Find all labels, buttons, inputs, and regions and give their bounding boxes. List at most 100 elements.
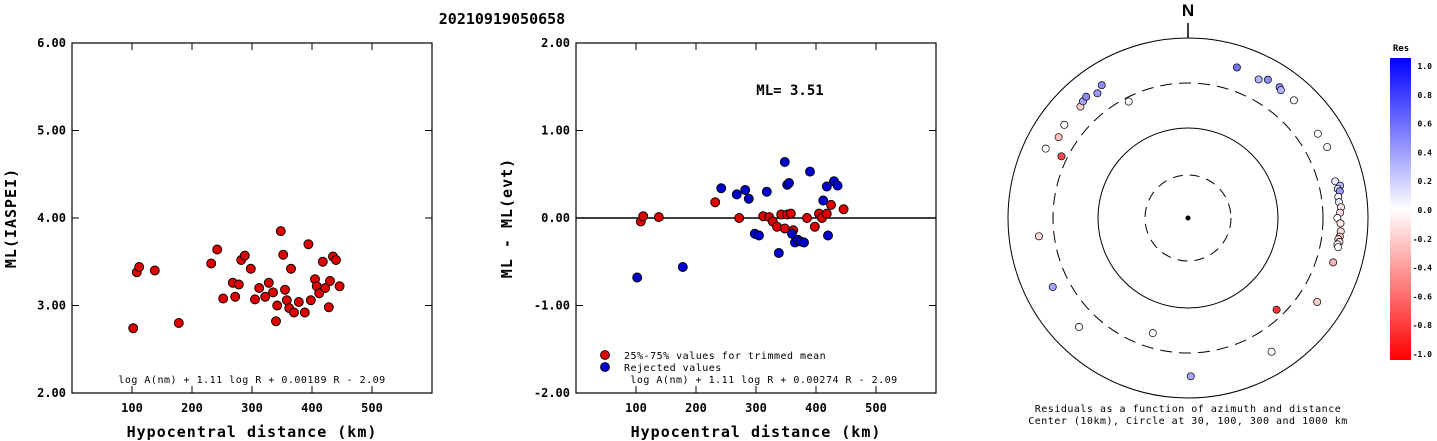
station-point xyxy=(1329,258,1338,267)
x-tick-label: 500 xyxy=(865,401,887,415)
data-point xyxy=(821,181,832,192)
y-tick-label: 3.00 xyxy=(37,299,66,313)
station-point xyxy=(1254,75,1263,84)
station-point xyxy=(1054,133,1063,142)
data-point xyxy=(787,228,797,239)
station-point xyxy=(1124,97,1133,106)
formula-1: log A(nm) + 1.11 log R + 0.00189 R - 2.0… xyxy=(118,375,385,386)
data-point xyxy=(334,281,345,292)
data-point xyxy=(218,293,229,304)
station-point xyxy=(1035,232,1043,241)
colorbar-tick-label: -0.6 xyxy=(1413,292,1432,301)
x-tick-label: 500 xyxy=(361,401,383,415)
data-point xyxy=(638,211,649,222)
ml-annotation: ML= 3.51 xyxy=(756,83,823,99)
data-point xyxy=(823,230,833,241)
data-point xyxy=(299,307,310,318)
y-tick-label: -1.00 xyxy=(534,299,570,313)
north-label: N xyxy=(1182,1,1194,20)
y-tick-label: 5.00 xyxy=(37,124,66,138)
data-point xyxy=(233,279,244,290)
station-point xyxy=(1057,152,1066,161)
data-point xyxy=(230,291,241,302)
data-point xyxy=(317,256,328,267)
data-point xyxy=(773,248,784,258)
y-tick-label: 2.00 xyxy=(37,386,66,400)
plot-frame-1 xyxy=(71,42,433,394)
panel-magnitude-vs-distance: 2.00 3.00 4.00 5.00 6.00 100 200 300 400 500 log… xyxy=(2,36,433,441)
y-tick-label: 4.00 xyxy=(37,211,66,225)
station-point xyxy=(1334,243,1343,252)
data-point xyxy=(275,226,286,237)
colorbar-tick-label: 0.2 xyxy=(1418,177,1433,186)
ring-1000km xyxy=(1007,37,1369,399)
panel-polar-residuals: N Residuals as a function of azimuth and… xyxy=(1007,1,1369,427)
legend-label-blue: Rejected values xyxy=(624,363,722,374)
station-point xyxy=(1313,129,1322,138)
x-tick-label: 300 xyxy=(745,401,767,415)
x-axis-label-2: Hypocentral distance (km) xyxy=(631,423,882,441)
station-point xyxy=(1041,144,1050,153)
data-point xyxy=(331,255,341,265)
data-point xyxy=(254,283,265,293)
colorbar-tick-label: 0.0 xyxy=(1418,206,1433,215)
data-point xyxy=(305,295,316,306)
station-points xyxy=(1035,63,1345,381)
y-axis-label-2: ML - ML(evt) xyxy=(498,158,516,278)
station-point xyxy=(1075,323,1083,331)
data-point xyxy=(779,157,790,167)
x-tick-label: 100 xyxy=(121,401,143,415)
caption-line2: Center (10km), Circle at 30, 100, 300 an… xyxy=(1028,416,1348,427)
y-tick-label: -2.00 xyxy=(534,386,570,400)
data-point xyxy=(268,287,278,298)
ring-100km xyxy=(1097,127,1279,309)
x-axis-ticks-2: 100 200 300 400 500 xyxy=(625,43,887,415)
x-tick-label: 400 xyxy=(301,401,323,415)
data-point xyxy=(260,291,271,302)
legend: 25%-75% values for trimmed mean Rejected… xyxy=(600,350,826,374)
colorbar-tick-label: 0.4 xyxy=(1418,148,1433,157)
colorbar-tick-label: 1.0 xyxy=(1418,62,1433,71)
station-point xyxy=(1272,305,1281,314)
station-point xyxy=(1323,143,1332,152)
data-point xyxy=(805,166,815,177)
data-point xyxy=(802,213,812,223)
data-point xyxy=(710,197,721,208)
station-point xyxy=(1289,96,1298,105)
data-point xyxy=(716,183,727,194)
data-point xyxy=(173,318,184,328)
y-tick-label: 1.00 xyxy=(541,124,570,138)
y-tick-label: 0.00 xyxy=(541,211,570,225)
data-point xyxy=(280,284,290,295)
data-point xyxy=(303,239,314,250)
station-point xyxy=(1267,347,1276,356)
data-point xyxy=(134,262,145,272)
points-1 xyxy=(128,226,345,334)
data-point xyxy=(278,249,289,260)
y-axis-ticks-1: 2.00 3.00 4.00 5.00 6.00 xyxy=(37,36,432,400)
caption-line1: Residuals as a function of azimuth and d… xyxy=(1035,404,1341,415)
data-point xyxy=(821,208,832,219)
data-point xyxy=(293,297,304,307)
ring-300km xyxy=(1052,82,1324,354)
panel-residual-vs-distance: -2.00 -1.00 0.00 1.00 2.00 100 200 300 400 500 M… xyxy=(498,36,937,441)
formula-2: log A(nm) + 1.11 log R + 0.00274 R - 2.0… xyxy=(630,375,897,386)
station-point xyxy=(1263,75,1272,84)
data-point xyxy=(128,323,139,334)
colorbar-gradient xyxy=(1390,58,1411,360)
data-point xyxy=(838,204,849,215)
points-2 xyxy=(632,157,849,283)
event-title: 20210919050658 xyxy=(439,10,565,28)
data-point xyxy=(743,193,754,204)
colorbar-tick-label: 0.6 xyxy=(1418,120,1433,129)
y-axis-label-1: ML(IASPEI) xyxy=(2,168,20,268)
legend-marker-red xyxy=(600,350,610,360)
station-point xyxy=(1232,63,1241,72)
data-point xyxy=(212,244,223,255)
legend-label-red: 25%-75% values for trimmed mean xyxy=(624,351,826,362)
x-tick-label: 200 xyxy=(181,401,203,415)
station-point xyxy=(1336,219,1345,228)
station-point xyxy=(1093,89,1102,98)
data-point xyxy=(818,195,829,206)
station-point xyxy=(1148,329,1157,338)
